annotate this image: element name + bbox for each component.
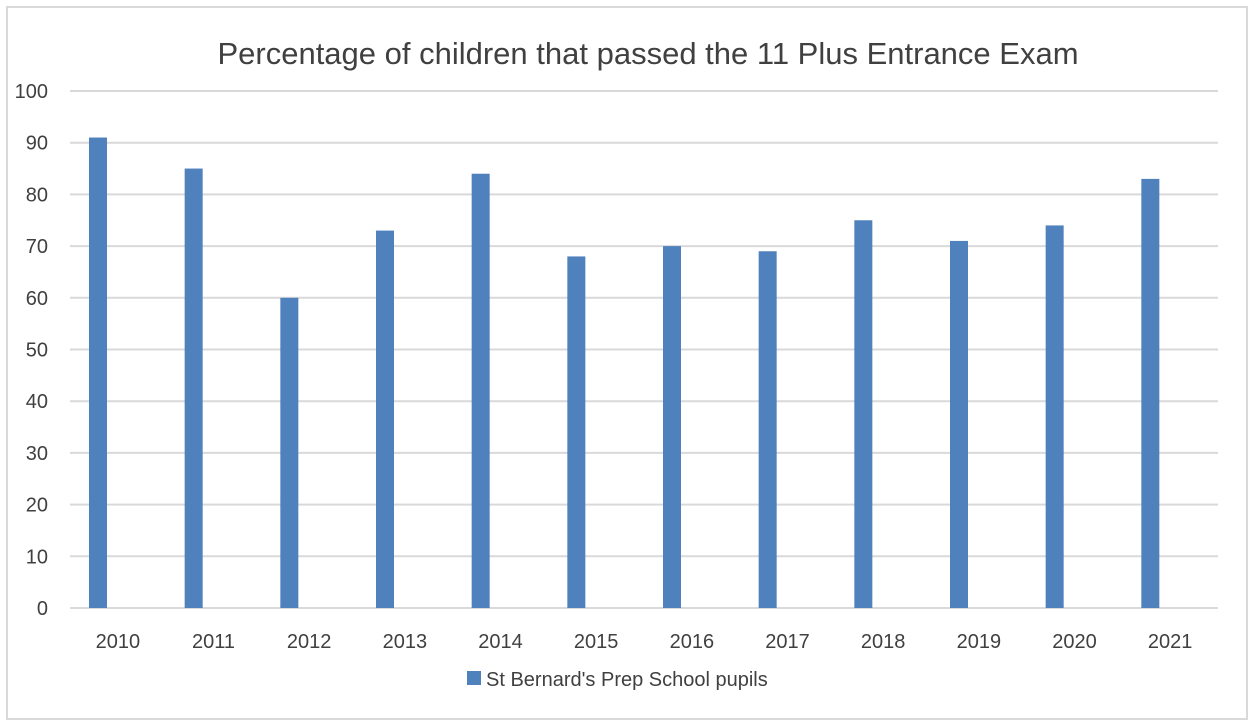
x-tick-label: 2020 xyxy=(1052,631,1097,653)
x-tick-label: 2021 xyxy=(1148,631,1193,653)
bar-2016 xyxy=(663,246,681,608)
x-tick-label: 2014 xyxy=(478,631,523,653)
legend-swatch xyxy=(467,671,481,685)
x-tick-label: 2011 xyxy=(192,631,235,653)
y-tick-label: 10 xyxy=(26,546,48,568)
y-tick-label: 80 xyxy=(26,184,48,206)
bar-2017 xyxy=(758,251,777,608)
bar-2014 xyxy=(471,173,490,608)
y-tick-label: 20 xyxy=(26,495,48,517)
bar-2020 xyxy=(1045,225,1064,609)
x-tick-label: 2019 xyxy=(957,631,1002,653)
y-tick-label: 30 xyxy=(26,443,48,465)
x-tick-label: 2018 xyxy=(861,631,906,653)
y-tick-label: 40 xyxy=(26,391,48,413)
y-tick-label: 100 xyxy=(15,81,48,103)
y-axis-ticks: 0 10 20 30 40 50 60 70 80 90 100 xyxy=(15,81,48,620)
bar-2011 xyxy=(184,168,203,609)
bars xyxy=(89,137,1160,609)
y-tick-label: 70 xyxy=(26,236,48,258)
x-tick-label: 2016 xyxy=(670,631,715,653)
chart-frame xyxy=(6,6,1248,720)
y-tick-label: 50 xyxy=(26,340,48,362)
legend-label: St Bernard's Prep School pupils xyxy=(486,669,768,691)
x-tick-label: 2017 xyxy=(765,631,810,653)
bar-2012 xyxy=(280,297,299,608)
chart-title: Percentage of children that passed the 1… xyxy=(217,36,1078,71)
y-tick-label: 0 xyxy=(37,598,48,620)
x-tick-label: 2013 xyxy=(383,631,428,653)
x-axis-ticks: 2010 2011 2012 2013 2014 2015 2016 2017 2018 2019… xyxy=(96,631,1193,653)
x-tick-label: 2012 xyxy=(287,631,332,653)
x-tick-label: 2010 xyxy=(96,631,141,653)
bar-2015 xyxy=(567,256,586,608)
bar-2013 xyxy=(376,230,394,608)
bar-2021 xyxy=(1141,178,1160,608)
bar-2019 xyxy=(950,240,968,608)
bar-2010 xyxy=(89,137,107,608)
y-tick-label: 90 xyxy=(26,133,48,155)
gridlines xyxy=(70,90,1218,609)
legend: St Bernard's Prep School pupils xyxy=(467,669,768,691)
x-tick-label: 2015 xyxy=(574,631,619,653)
bar-2018 xyxy=(854,220,873,608)
y-tick-label: 60 xyxy=(26,288,48,310)
